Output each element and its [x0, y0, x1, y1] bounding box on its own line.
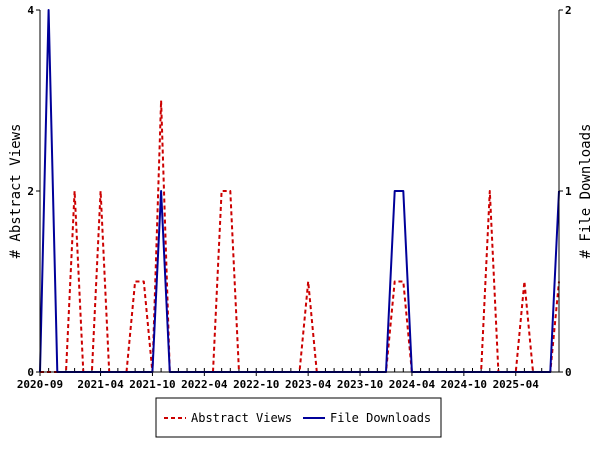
- x-tick-label: 2022-04: [181, 378, 228, 391]
- x-tick-label: 2023-04: [285, 378, 332, 391]
- x-tick-label: 2023-10: [337, 378, 383, 391]
- legend: Abstract Views File Downloads: [155, 397, 442, 438]
- x-tick-label: 2021-04: [77, 378, 124, 391]
- left-axis-title: # Abstract Views: [8, 124, 24, 259]
- left-y-tick-label: 4: [27, 4, 34, 17]
- right-y-tick-label: 0: [565, 366, 572, 379]
- legend-label-file-downloads: File Downloads: [330, 411, 431, 425]
- x-tick-label: 2021-10: [129, 378, 175, 391]
- axis-labels: 2020-09 2021-04 2021-10 2022-04 2022-10 2023-…: [17, 4, 572, 391]
- x-tick-label: 2024-04: [389, 378, 436, 391]
- x-tick-label: 2022-10: [233, 378, 279, 391]
- plot-background: [40, 10, 559, 372]
- x-tick-label: 2025-04: [493, 378, 540, 391]
- left-y-tick-label: 0: [27, 366, 34, 379]
- legend-label-abstract-views: Abstract Views: [191, 411, 292, 425]
- x-tick-label: 2024-10: [441, 378, 487, 391]
- x-tick-label: 2020-09: [17, 378, 63, 391]
- right-y-tick-label: 2: [565, 4, 572, 17]
- legend-box: [155, 397, 442, 438]
- right-y-tick-label: 1: [565, 185, 572, 198]
- right-axis-title: # File Downloads: [578, 124, 594, 259]
- left-y-tick-label: 2: [27, 185, 34, 198]
